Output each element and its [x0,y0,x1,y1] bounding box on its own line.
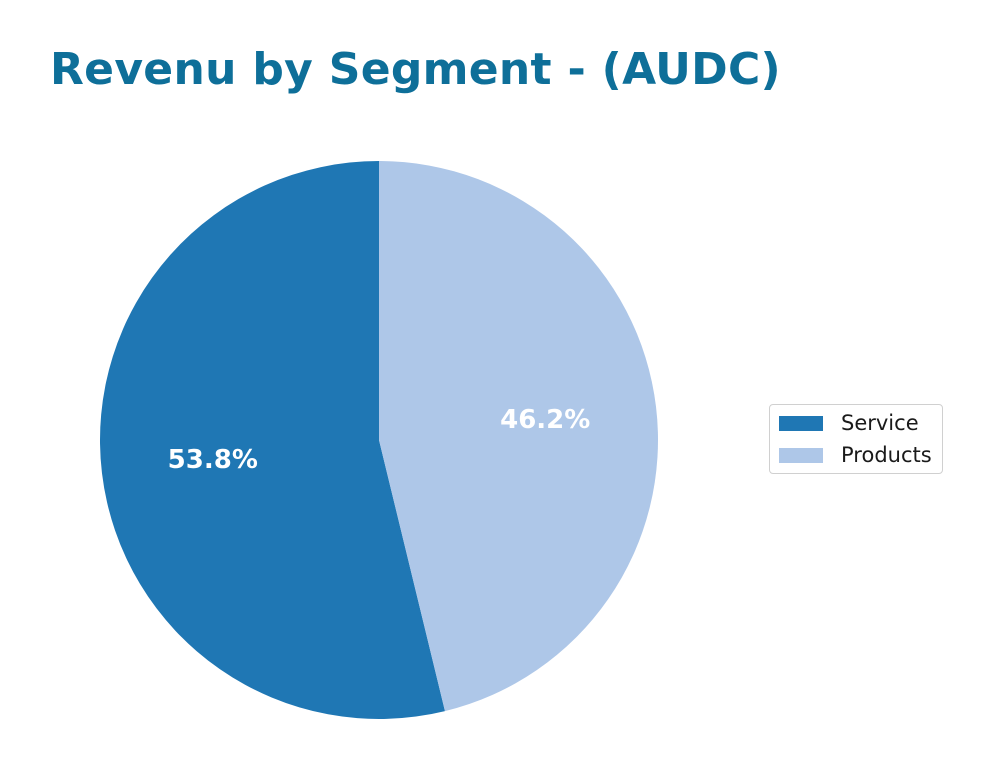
legend-label-products: Products [841,443,932,467]
legend-swatch-products [779,447,823,463]
pie-label-products: 46.2% [500,405,591,436]
pie-slice-products [379,161,658,712]
legend: Service Products [769,404,943,474]
chart-title: Revenu by Segment - (AUDC) [50,44,781,95]
pie-label-service: 53.8% [167,444,258,475]
legend-item-products: Products [779,443,932,467]
pie-slice-service [100,161,445,720]
legend-label-service: Service [841,411,919,435]
legend-swatch-service [779,415,823,431]
legend-item-service: Service [779,411,919,435]
